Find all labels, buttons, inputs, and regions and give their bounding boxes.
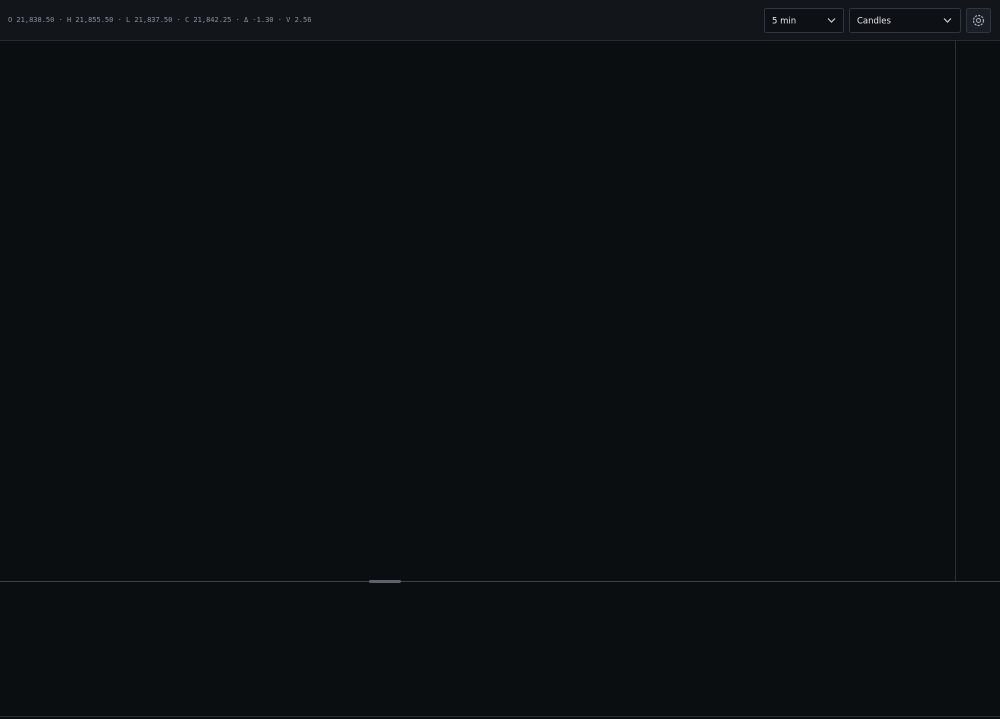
gear-icon[interactable] bbox=[972, 14, 985, 27]
chevron[interactable] bbox=[827, 18, 836, 23]
dropdown-box[interactable] bbox=[849, 8, 961, 33]
gear-hub[interactable] bbox=[976, 18, 981, 23]
button-box[interactable] bbox=[966, 8, 991, 33]
style-dropdown[interactable]: Candles bbox=[849, 8, 961, 33]
ohlc-readout: O 21,838.50 · H 21,855.50 · L 21,837.50 … bbox=[8, 16, 311, 24]
dropdown-value[interactable]: 5 min bbox=[772, 17, 796, 27]
dropdown-value[interactable]: Candles bbox=[857, 17, 892, 27]
dropdown-box[interactable] bbox=[764, 8, 844, 33]
pane-resize-handle[interactable] bbox=[369, 580, 401, 583]
interval-dropdown[interactable]: 5 min bbox=[764, 8, 844, 33]
chevron[interactable] bbox=[943, 18, 952, 23]
settings-button[interactable] bbox=[966, 8, 991, 33]
